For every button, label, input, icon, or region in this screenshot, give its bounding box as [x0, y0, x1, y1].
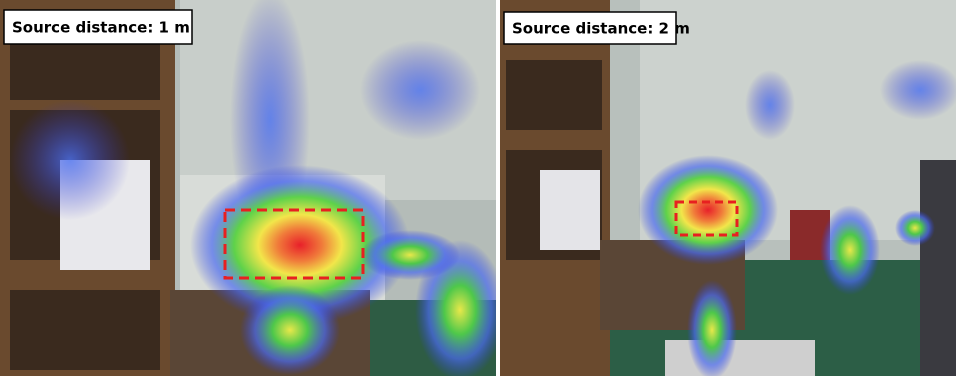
- heat: [10, 100, 130, 220]
- heat: [745, 70, 795, 140]
- box: [665, 340, 815, 376]
- divider: [496, 0, 500, 376]
- panel-label: Source distance: 2 m: [512, 20, 690, 38]
- right-panel: Source distance: 2 m: [500, 0, 956, 376]
- shelf-slot: [10, 290, 160, 370]
- figure: Source distance: 1 m Source distance: 2 …: [0, 0, 956, 376]
- heat: [820, 205, 880, 295]
- chair: [920, 160, 956, 376]
- page: Source distance: 1 m Source distance: 2 …: [0, 0, 956, 376]
- shelf-slot: [506, 60, 602, 130]
- heat: [895, 210, 935, 246]
- heat: [687, 280, 737, 376]
- heat: [360, 40, 480, 140]
- heat: [240, 285, 340, 375]
- panel-label: Source distance: 1 m: [12, 19, 190, 37]
- heat: [638, 155, 778, 265]
- left-panel: Source distance: 1 m: [0, 0, 505, 376]
- heat: [360, 230, 460, 280]
- shelf-slot: [10, 40, 160, 100]
- binders: [540, 170, 600, 250]
